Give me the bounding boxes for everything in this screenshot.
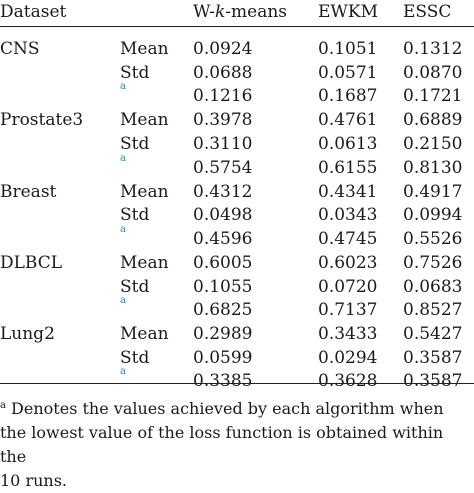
value-cell: 0.4341 <box>318 181 378 202</box>
value-cell: 0.7137 <box>318 300 378 321</box>
value-cell: 0.4312 <box>193 181 253 202</box>
header-ewkm: EWKM <box>318 2 378 22</box>
footnote-ref: a <box>120 366 126 378</box>
footnote-line-1: a Denotes the values achieved by each al… <box>0 399 444 418</box>
stat-label: Std <box>120 205 150 226</box>
value-cell: 0.0613 <box>318 133 378 154</box>
value-cell: 0.5754 <box>193 157 253 178</box>
value-cell: 0.5526 <box>403 228 463 249</box>
value-cell: 0.3587 <box>403 347 463 368</box>
value-cell: 0.4761 <box>318 110 378 131</box>
value-cell: 0.4596 <box>193 228 253 249</box>
dataset-name: DLBCL <box>0 252 63 273</box>
value-cell: 0.1051 <box>318 39 378 59</box>
stat-label: Std <box>120 347 150 368</box>
value-cell: 0.0688 <box>193 62 253 83</box>
value-cell: 0.5427 <box>403 324 463 345</box>
dataset-name: Prostate3 <box>0 110 84 131</box>
footnote-line-3: 10 runs. <box>0 471 67 490</box>
stat-label: Std <box>120 276 150 297</box>
header-rule <box>0 26 474 27</box>
value-cell: 0.1312 <box>403 39 463 59</box>
header-dataset: Dataset <box>0 2 67 22</box>
value-cell: 0.0571 <box>318 62 378 83</box>
stat-label: Mean <box>120 181 169 202</box>
value-cell: 0.3433 <box>318 324 378 345</box>
header-w-k-means: W-k-means <box>193 2 288 22</box>
dataset-name: Lung2 <box>0 324 55 345</box>
stat-label: Mean <box>120 110 169 131</box>
value-cell: 0.8527 <box>403 300 463 321</box>
bottom-rule <box>0 383 474 384</box>
value-cell: 0.1216 <box>193 86 253 107</box>
value-cell: 0.6023 <box>318 252 378 273</box>
value-cell: 0.2989 <box>193 324 253 345</box>
stat-label: Std <box>120 133 150 154</box>
stat-label: Mean <box>120 252 169 273</box>
footnote: a Denotes the values achieved by each al… <box>0 394 474 493</box>
value-cell: 0.1055 <box>193 276 253 297</box>
value-cell: 0.3628 <box>318 371 378 392</box>
stat-label: Mean <box>120 324 169 345</box>
footnote-ref: a <box>120 81 126 93</box>
value-cell: 0.0720 <box>318 276 378 297</box>
value-cell: 0.0294 <box>318 347 378 368</box>
value-cell: 0.7526 <box>403 252 463 273</box>
value-cell: 0.6825 <box>193 300 253 321</box>
value-cell: 0.2150 <box>403 133 463 154</box>
value-cell: 0.4917 <box>403 181 463 202</box>
footnote-ref: a <box>120 295 126 307</box>
value-cell: 0.0994 <box>403 205 463 226</box>
value-cell: 0.0683 <box>403 276 463 297</box>
value-cell: 0.0343 <box>318 205 378 226</box>
value-cell: 0.3110 <box>193 133 253 154</box>
footnote-ref: a <box>120 152 126 164</box>
value-cell: 0.4745 <box>318 228 378 249</box>
value-cell: 0.0924 <box>193 39 253 59</box>
value-cell: 0.0870 <box>403 62 463 83</box>
stat-label: Std <box>120 62 150 83</box>
header-essc: ESSC <box>403 2 452 22</box>
value-cell: 0.0599 <box>193 347 253 368</box>
value-cell: 0.1721 <box>403 86 463 107</box>
dataset-name: Breast <box>0 181 57 202</box>
footnote-line-2: the lowest value of the loss function is… <box>0 423 444 466</box>
dataset-name: CNS <box>0 39 40 59</box>
value-cell: 0.3587 <box>403 371 463 392</box>
value-cell: 0.0498 <box>193 205 253 226</box>
value-cell: 0.8130 <box>403 157 463 178</box>
value-cell: 0.6889 <box>403 110 463 131</box>
value-cell: 0.3385 <box>193 371 253 392</box>
value-cell: 0.1687 <box>318 86 378 107</box>
footnote-marker: a <box>0 400 6 411</box>
value-cell: 0.3978 <box>193 110 253 131</box>
value-cell: 0.6005 <box>193 252 253 273</box>
footnote-ref: a <box>120 223 126 235</box>
value-cell: 0.6155 <box>318 157 378 178</box>
stat-label: Mean <box>120 39 169 59</box>
